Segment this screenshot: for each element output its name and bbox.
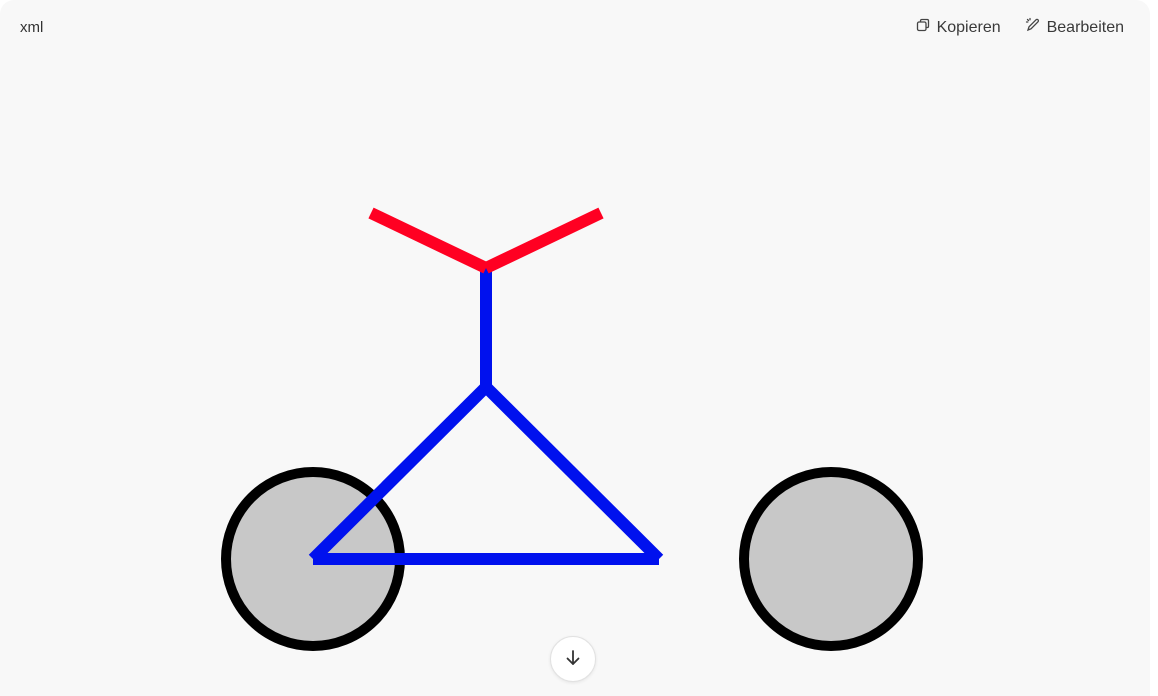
handlebar-left: [368, 207, 489, 274]
pencil-icon: [1025, 17, 1041, 38]
edit-label: Bearbeiten: [1046, 18, 1124, 36]
copy-label: Kopieren: [936, 18, 1001, 36]
edit-button[interactable]: Bearbeiten: [1025, 17, 1124, 38]
frame-down-tube: [308, 382, 491, 564]
arrow-down-icon: [562, 647, 584, 672]
frame-seat-stay: [481, 382, 664, 564]
handlebar-right: [483, 207, 604, 274]
copy-icon: [915, 17, 931, 38]
scroll-down-button[interactable]: [550, 636, 596, 682]
toolbar-actions: Kopieren Bearbeiten: [915, 17, 1124, 38]
front-wheel: [739, 467, 923, 651]
code-block-toolbar: xml Kopieren Bearbeiten: [0, 0, 1150, 58]
language-label: xml: [20, 19, 44, 36]
copy-button[interactable]: Kopieren: [915, 17, 1001, 38]
